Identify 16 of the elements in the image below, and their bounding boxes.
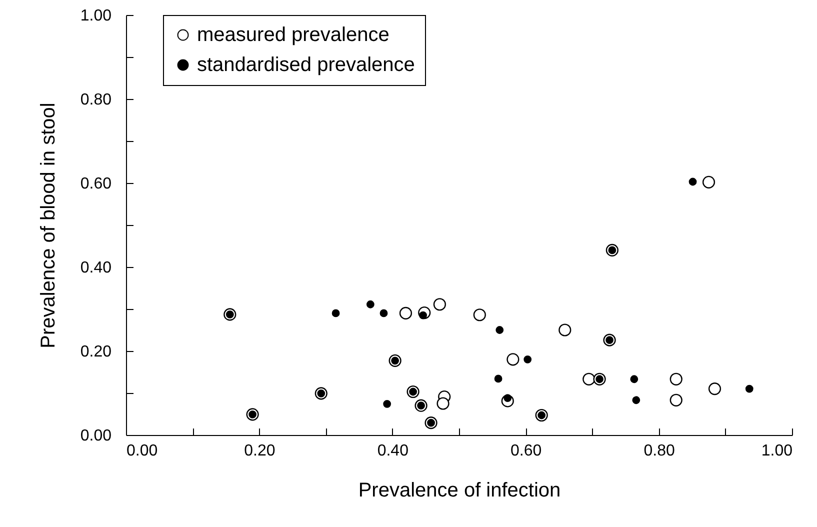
y-tick-label: 0.80 bbox=[80, 92, 112, 108]
x-tick-label: 0.60 bbox=[510, 442, 542, 460]
x-tick-label: 1.00 bbox=[761, 442, 793, 460]
x-tick-label: 0.80 bbox=[644, 442, 675, 460]
x-tick-label: 0.40 bbox=[377, 442, 409, 460]
x-axis-title: Prevalence of infection bbox=[358, 480, 561, 502]
y-tick-label: 0.40 bbox=[80, 260, 112, 276]
y-tick-label: 0.20 bbox=[80, 344, 112, 360]
legend-label: standardised prevalence bbox=[197, 54, 415, 76]
y-axis-title: Prevalence of blood in stool bbox=[37, 102, 60, 348]
legend-label: measured prevalence bbox=[197, 24, 390, 46]
y-tick-label: 0.60 bbox=[80, 176, 112, 192]
x-tick-label: 0.00 bbox=[126, 442, 158, 460]
y-tick-label: 0.00 bbox=[80, 428, 112, 444]
x-tick-label: 0.20 bbox=[244, 442, 276, 460]
y-tick-label: 1.00 bbox=[80, 8, 112, 24]
